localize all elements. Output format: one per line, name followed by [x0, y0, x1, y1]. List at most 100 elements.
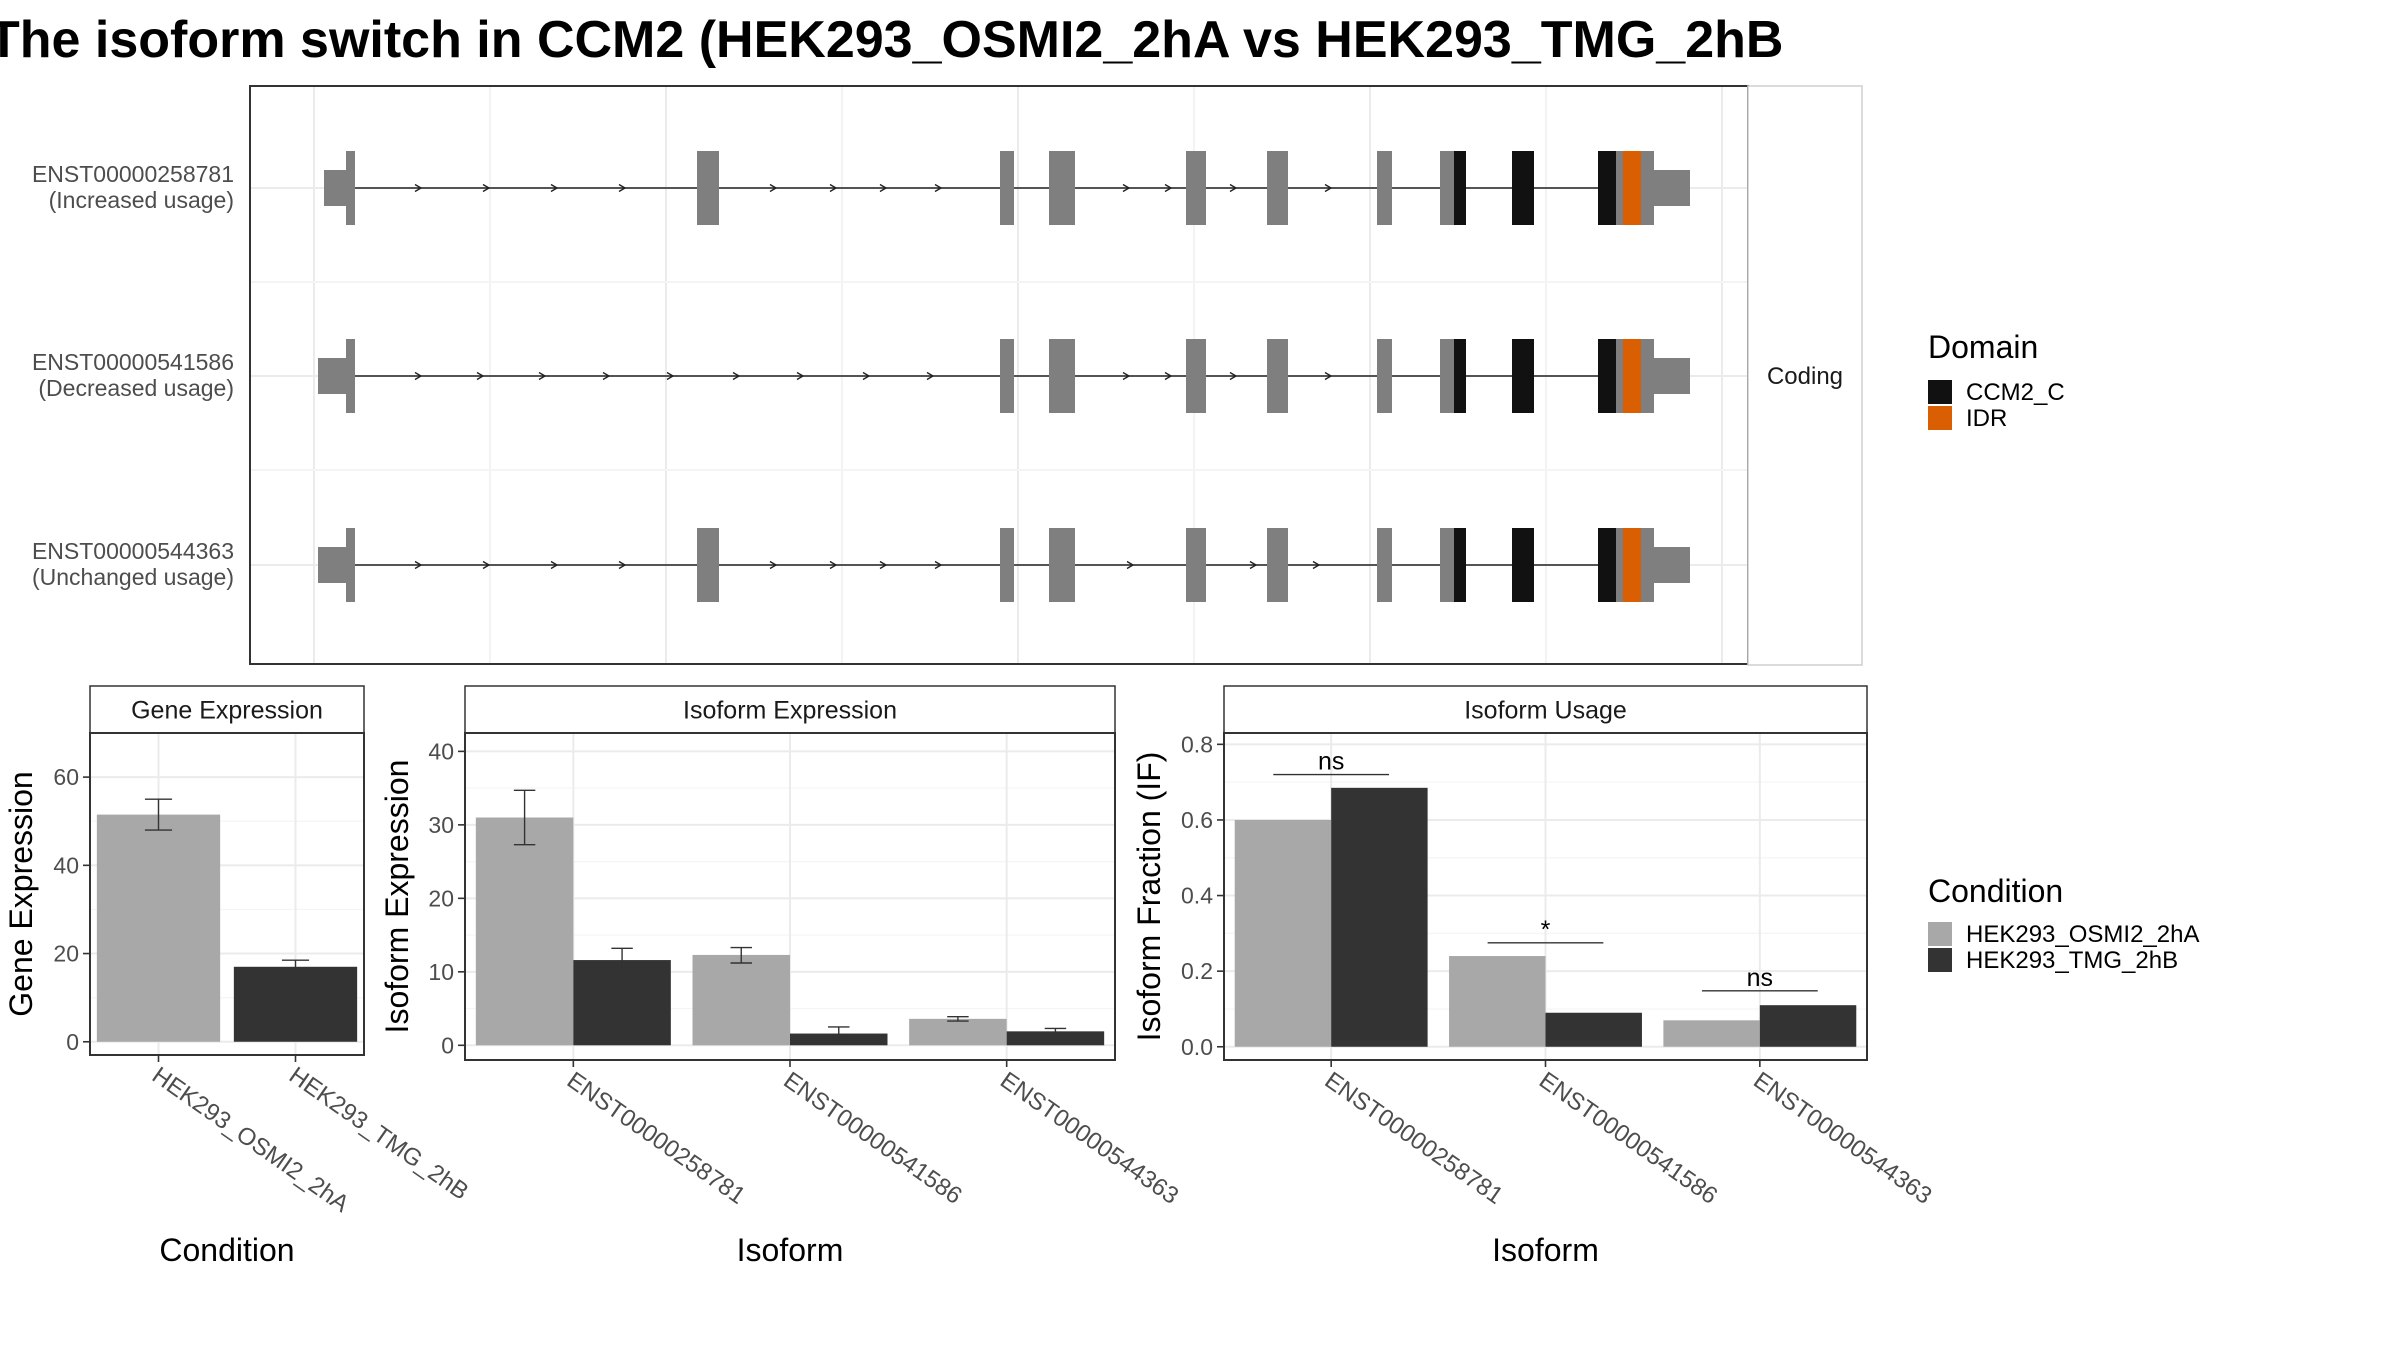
bar-ENST00000544363-HEK293_TMG_2hB — [1759, 1005, 1857, 1047]
exon-block — [1186, 528, 1206, 602]
transcript-model-ENST00000258781 — [324, 151, 1690, 225]
intron-arrow — [414, 371, 423, 381]
exon-block — [1049, 528, 1075, 602]
intron-arrow — [414, 183, 423, 193]
intron-arrow — [769, 183, 778, 193]
exon-block — [1000, 339, 1014, 413]
y-tick-label: 20 — [53, 941, 79, 967]
intron-arrow — [1122, 183, 1131, 193]
panel-strip — [89, 685, 365, 734]
exon-block — [1440, 339, 1454, 413]
exon-block — [1186, 151, 1206, 225]
intron-arrow — [1126, 560, 1135, 570]
condition-legend-swatch — [1928, 922, 1952, 946]
intron-arrow — [618, 183, 627, 193]
exon-block — [1377, 151, 1392, 225]
significance-label: * — [1541, 916, 1551, 944]
intron-arrow — [829, 560, 838, 570]
exon-block — [1267, 339, 1288, 413]
domain-ccm2-c — [1598, 528, 1616, 602]
bar-ENST00000541586-HEK293_TMG_2hB — [1545, 1012, 1642, 1047]
domain-ccm2-c — [1512, 151, 1534, 225]
y-tick-label: 40 — [428, 738, 454, 764]
utr-5prime — [324, 170, 346, 206]
bar-ENST00000258781-HEK293_TMG_2hB — [573, 960, 671, 1046]
figure-title: The isoform switch in CCM2 (HEK293_OSMI2… — [0, 11, 1784, 69]
utr-3prime — [1654, 170, 1690, 206]
utr-3prime — [1654, 358, 1690, 394]
y-tick-label: 60 — [53, 764, 79, 790]
y-axis-title: Gene Expression — [3, 771, 39, 1016]
domain-legend-label: CCM2_C — [1966, 379, 2065, 406]
exon-block — [1616, 151, 1623, 225]
panel-strip-title: Gene Expression — [131, 697, 323, 725]
significance-label: ns — [1318, 748, 1344, 776]
domain-idr — [1623, 151, 1641, 225]
intron-arrow — [482, 183, 491, 193]
x-axis-title: Isoform — [737, 1232, 844, 1268]
intron-arrow — [1229, 371, 1238, 381]
exon-block — [1186, 339, 1206, 413]
exon-block — [697, 151, 719, 225]
utr-5prime — [318, 547, 346, 583]
condition-legend-label: HEK293_TMG_2hB — [1966, 947, 2178, 974]
x-tick-label: ENST00000541586 — [779, 1067, 967, 1210]
transcript-label-ENST00000544363: ENST00000544363 — [32, 538, 234, 564]
intron-arrow — [769, 560, 778, 570]
domain-ccm2-c — [1512, 339, 1534, 413]
x-tick-label: ENST00000544363 — [1748, 1067, 1936, 1210]
exon-block — [346, 528, 355, 602]
panel-border — [89, 732, 365, 1056]
y-axis-title: Isoform Expression — [379, 760, 415, 1034]
exon-block — [697, 528, 719, 602]
exon-block — [1641, 528, 1654, 602]
intron-arrow — [666, 371, 675, 381]
domain-legend-swatch — [1928, 406, 1952, 430]
facet-strip-coding — [1747, 85, 1863, 666]
bar-ENST00000544363-HEK293_TMG_2hB — [1006, 1031, 1105, 1046]
domain-ccm2-c — [1598, 339, 1616, 413]
bar-ENST00000258781-HEK293_OSMI2_2hA — [1234, 819, 1332, 1047]
bar-HEK293_TMG_2hB — [233, 966, 358, 1042]
intron-arrow — [550, 560, 559, 570]
exon-block — [1049, 339, 1075, 413]
exon-block — [1641, 151, 1654, 225]
utr-3prime — [1654, 547, 1690, 583]
intron-arrow — [1164, 371, 1173, 381]
domain-ccm2-c — [1454, 528, 1466, 602]
bar-HEK293_OSMI2_2hA — [96, 814, 221, 1042]
bar-ENST00000544363-HEK293_OSMI2_2hA — [909, 1018, 1007, 1046]
domain-ccm2-c — [1598, 151, 1616, 225]
exon-block — [1616, 528, 1623, 602]
x-axis-title: Isoform — [1492, 1232, 1599, 1268]
domain-legend-label: IDR — [1966, 405, 2007, 432]
x-axis-title: Condition — [159, 1232, 294, 1268]
utr-5prime — [318, 358, 346, 394]
bar-ENST00000258781-HEK293_TMG_2hB — [1331, 787, 1428, 1047]
condition-legend-title: Condition — [1928, 873, 2063, 909]
exon-block — [346, 151, 355, 225]
transcript-usage-label: (Increased usage) — [49, 187, 234, 213]
intron-arrow — [829, 183, 838, 193]
domain-ccm2-c — [1512, 528, 1534, 602]
y-tick-label: 40 — [53, 852, 79, 878]
intron-arrow — [879, 183, 888, 193]
exon-block — [1267, 151, 1288, 225]
intron-arrow — [1324, 371, 1333, 381]
intron-arrow — [414, 560, 423, 570]
exon-block — [1377, 339, 1392, 413]
y-tick-label: 0 — [66, 1029, 79, 1055]
intron-arrow — [796, 371, 805, 381]
significance-label: ns — [1747, 964, 1773, 992]
intron-arrow — [538, 371, 547, 381]
bar-ENST00000541586-HEK293_OSMI2_2hA — [1449, 956, 1546, 1047]
panel-isoform-usage: Isoform Usage ns * ns 0.0 0.2 0.4 0.6 0.8 ENST000… — [1131, 685, 1937, 1268]
intron-arrow — [1324, 183, 1333, 193]
exon-block — [1641, 339, 1654, 413]
intron-arrow — [862, 371, 871, 381]
exon-block — [1440, 528, 1454, 602]
x-tick-label: ENST00000258781 — [562, 1067, 750, 1210]
y-tick-label: 10 — [428, 959, 454, 985]
